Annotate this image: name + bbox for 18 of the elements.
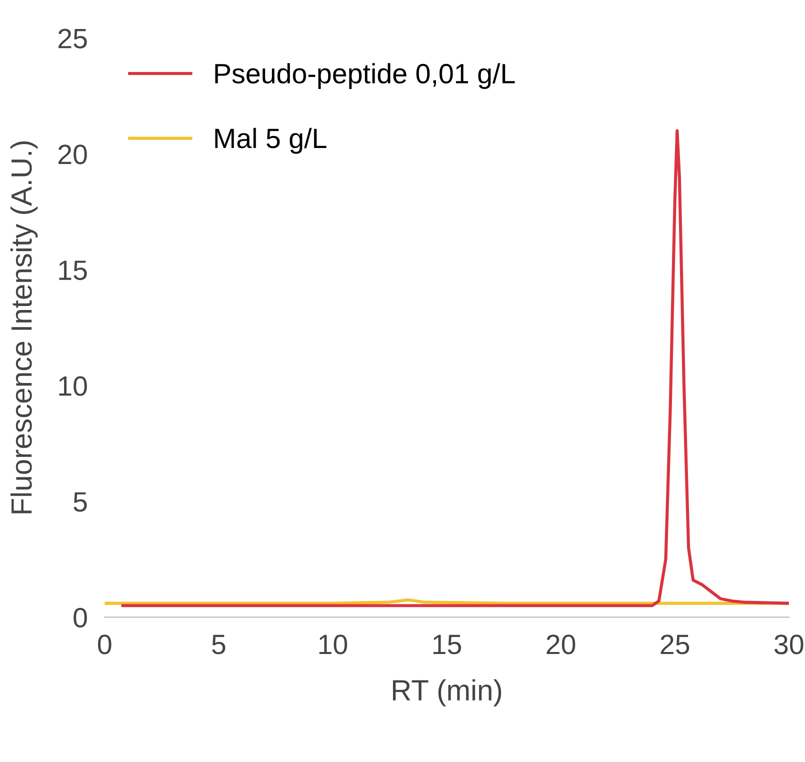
x-tick-label: 20 xyxy=(546,634,576,654)
x-tick-label: 0 xyxy=(98,634,112,654)
x-axis-title: RT (min) xyxy=(392,679,502,706)
y-tick-label: 5 xyxy=(74,492,87,512)
y-tick-label: 25 xyxy=(58,28,87,48)
y-tick-label: 20 xyxy=(58,144,87,164)
legend-label: Pseudo-peptide 0,01 g/L xyxy=(215,63,515,89)
y-axis-title: Fluorescence Intensity (A.U.) xyxy=(10,141,38,514)
legend-label: Mal 5 g/L xyxy=(215,128,326,154)
y-tick-label: 0 xyxy=(74,608,87,628)
x-tick-label: 30 xyxy=(774,634,804,654)
x-tick-label: 15 xyxy=(433,634,462,654)
y-tick-label: 15 xyxy=(59,260,87,280)
x-tick-label: 25 xyxy=(660,634,690,654)
x-tick-label: 5 xyxy=(212,634,226,654)
y-tick-label: 10 xyxy=(59,376,87,396)
x-tick-label: 10 xyxy=(319,634,348,654)
line-series xyxy=(121,129,789,608)
